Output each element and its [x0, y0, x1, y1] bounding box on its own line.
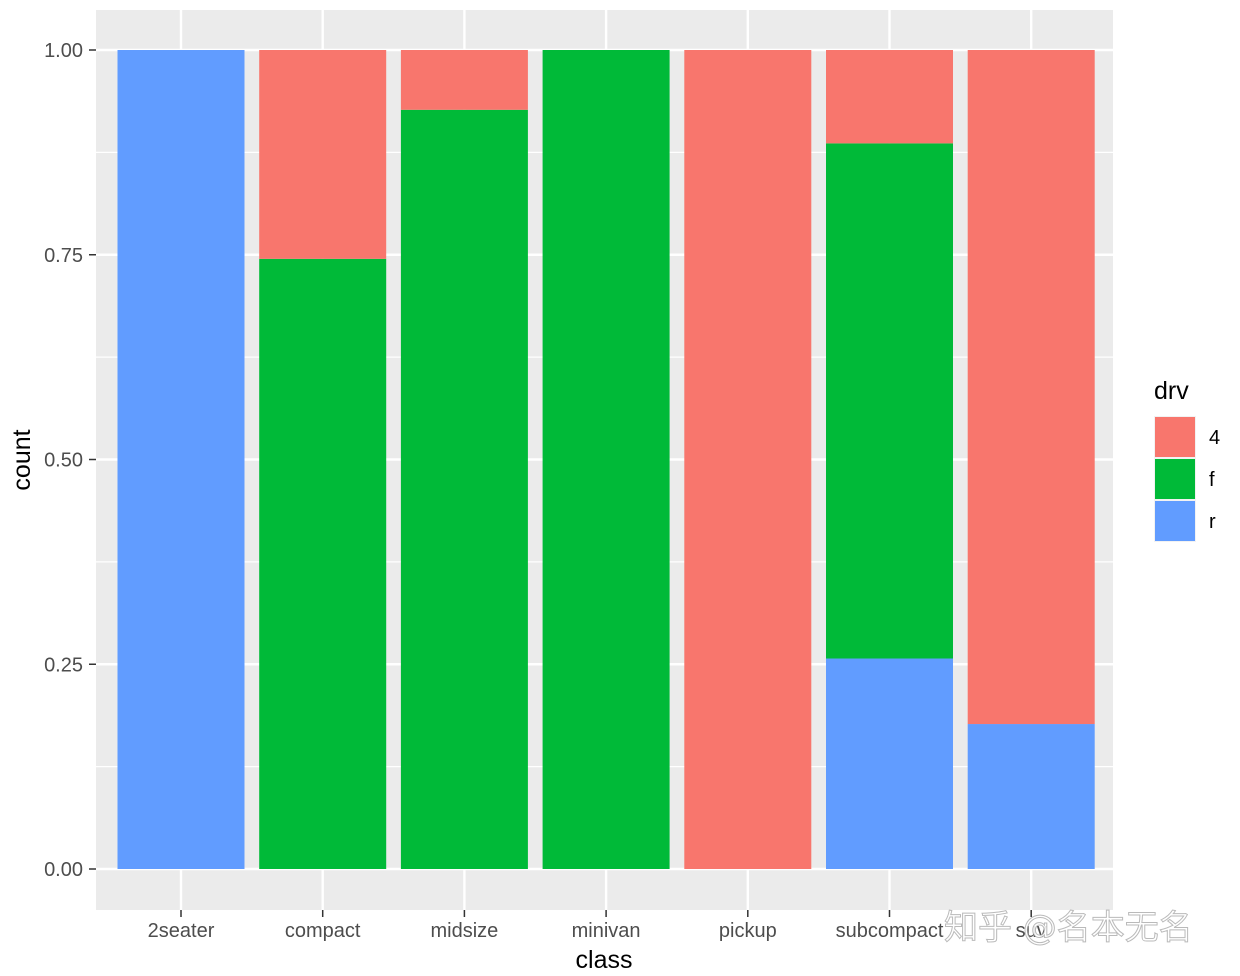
x-tick-label: midsize [431, 920, 499, 942]
y-tick-label: 1.00 [44, 40, 83, 62]
y-tick-label: 0.75 [44, 245, 83, 267]
bar-segment-minivan-f [542, 50, 670, 869]
y-axis-title: count [8, 429, 36, 490]
watermark-text: 知乎 @名本无名 [944, 908, 1193, 948]
bar-segment-compact-4 [259, 50, 387, 259]
bar-segment-subcompact-4 [826, 50, 953, 144]
x-axis-title: class [576, 946, 633, 974]
y-tick-label: 0.00 [44, 859, 83, 881]
bar-segment-subcompact-f [826, 143, 953, 659]
bar-segment-pickup-4 [684, 50, 812, 869]
legend-key-r [1155, 501, 1195, 541]
bar-segment-suv-4 [967, 50, 1095, 725]
legend-title: drv [1154, 377, 1189, 405]
x-tick-label: suv [1016, 920, 1047, 942]
legend: drv 4 fr [1154, 377, 1220, 542]
x-tick-label: subcompact [836, 920, 944, 942]
legend-label-4: 4 [1209, 427, 1220, 449]
x-tick-label: compact [285, 920, 361, 942]
legend-key-4 [1155, 417, 1195, 457]
bar-segment-suv-r [967, 724, 1095, 869]
x-tick-label: minivan [572, 920, 641, 942]
legend-key-f [1155, 459, 1195, 499]
bar-segment-compact-f [259, 258, 387, 870]
bar-segment-midsize-f [400, 109, 528, 870]
y-axis: 0.00 0.25 0.50 0.75 1.00 [44, 40, 96, 881]
y-tick-label: 0.25 [44, 654, 83, 676]
legend-label-r: r [1209, 511, 1216, 533]
x-axis: 2seater compact midsize minivan pickup subcom… [148, 910, 1047, 942]
legend-label-f: f [1209, 469, 1215, 491]
bars-layer [117, 50, 1095, 870]
bar-segment-midsize-4 [400, 50, 528, 110]
x-tick-label: pickup [719, 920, 777, 942]
bar-segment-subcompact-r [826, 658, 953, 869]
x-tick-label: 2seater [148, 920, 215, 942]
y-tick-label: 0.50 [44, 450, 83, 472]
bar-segment-2seater-r [117, 50, 245, 869]
